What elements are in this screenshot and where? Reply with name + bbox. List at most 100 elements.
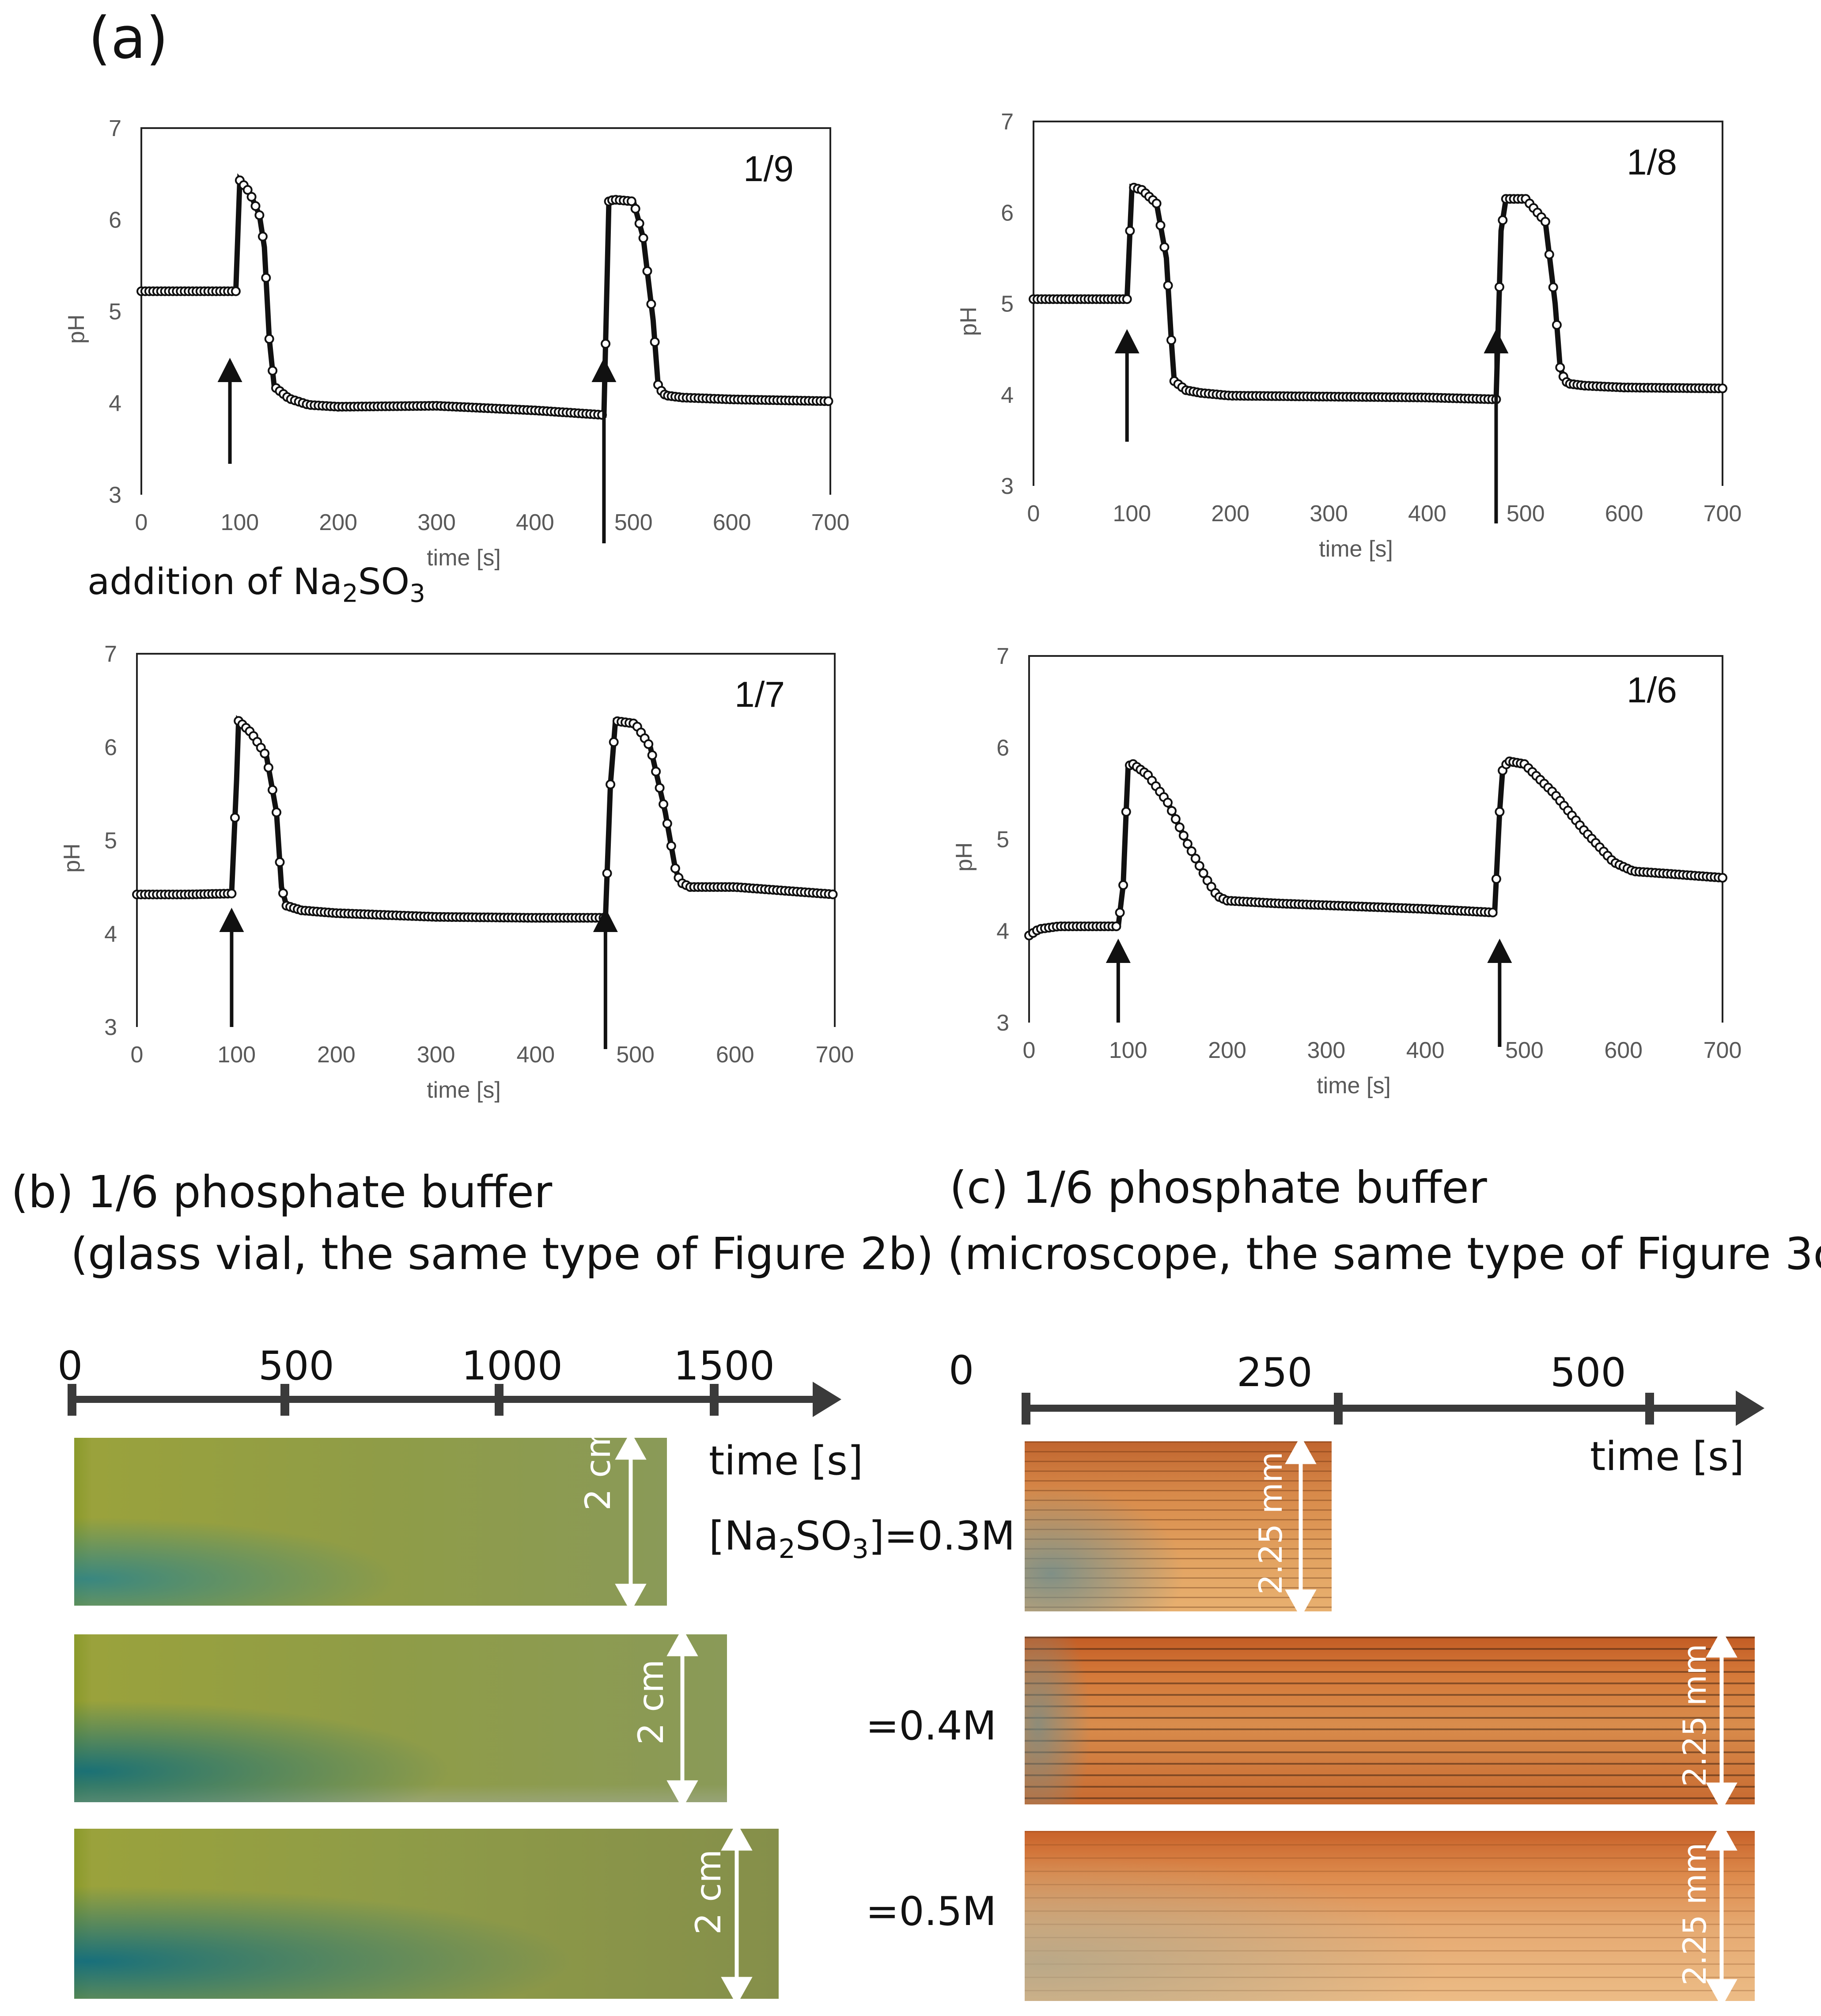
data-point [1498,215,1508,225]
data-point [593,409,603,420]
data-point [1107,921,1117,932]
data-point [1495,807,1505,817]
data-point [237,719,247,729]
data-line [1027,758,1723,938]
data-point [168,286,178,296]
data-point [339,909,349,918]
data-point [1099,294,1109,304]
conc-label-0.3M: [Na2SO3]=0.3M [709,1513,1015,1565]
data-point [1040,294,1050,304]
data-point [365,402,375,412]
data-point [606,779,616,789]
data-point [559,913,569,923]
data-point [1167,806,1177,816]
data-point [1393,903,1403,913]
data-point [316,907,326,917]
data-point [656,386,666,396]
data-point [1274,898,1284,909]
data-point [215,889,225,899]
data-point [250,201,261,211]
data-point [447,912,457,922]
data-point [400,401,410,411]
data-point [499,404,509,414]
data-line [137,715,835,921]
data-point [1075,921,1086,932]
data-point [816,888,826,898]
data-point [1238,897,1248,906]
data-point [1091,921,1102,932]
data-point [491,404,501,413]
data-point [1654,868,1664,878]
data-point [1325,900,1335,910]
data-point [1504,756,1514,766]
data-point [534,405,544,416]
data-point [451,912,461,922]
x-tick-label: 600 [716,1042,754,1068]
data-point [1690,871,1700,881]
data-point [314,401,324,410]
data-point [1095,921,1105,932]
data-point [1341,901,1351,911]
data-point [526,913,537,923]
data-point [634,218,644,228]
data-point [329,402,339,412]
data-point [1662,868,1672,879]
data-point [1535,775,1545,785]
data-point [1202,875,1212,886]
y-tick-label: 3 [109,482,121,508]
x-tick-label: 600 [713,510,751,535]
data-point [666,391,677,401]
data-point [144,890,154,899]
data-point [1468,906,1478,917]
data-point [510,405,520,414]
data-point [796,887,806,897]
data-point [285,902,295,912]
data-point [1262,898,1272,908]
data-point [1682,870,1692,880]
data-point [1326,391,1336,402]
data-point [776,395,786,405]
data-point [387,910,397,920]
data-point [740,883,750,893]
data-point [1516,758,1526,769]
data-point [800,887,810,897]
data-point [415,911,425,921]
data-point [416,401,426,411]
data-point [1548,282,1558,292]
data-point [745,394,755,405]
data-point [363,909,373,919]
data-point [1275,391,1285,401]
data-point [732,882,742,892]
data-point [341,402,351,412]
data-point [306,400,316,410]
data-line [141,173,831,418]
data-point [1710,872,1720,882]
data-point [1460,906,1470,916]
data-point [443,402,454,411]
x-tick-label: 500 [616,1042,655,1068]
data-point [219,286,229,296]
data-point [503,913,513,923]
data-point [1674,383,1684,393]
x-axis-label: time [s] [427,545,501,571]
addition-arrow-head [1114,329,1140,353]
data-point [278,888,288,898]
x-tick-label: 0 [135,510,148,535]
data-point [1491,394,1501,405]
data-point [455,402,466,412]
data-point [164,286,174,296]
data-point [322,401,331,411]
data-point [211,286,221,296]
data-point [1420,392,1430,402]
data-point [432,401,442,411]
panel-c-tick-0: 0 [949,1347,974,1394]
data-point [640,733,650,743]
data-point [1314,391,1324,402]
data-point [1710,383,1720,394]
data-point [367,909,377,920]
data-point [207,889,217,899]
data-point [650,337,660,347]
data-point [290,395,300,405]
x-axis-label: time [s] [427,1077,501,1103]
data-point [227,888,237,898]
